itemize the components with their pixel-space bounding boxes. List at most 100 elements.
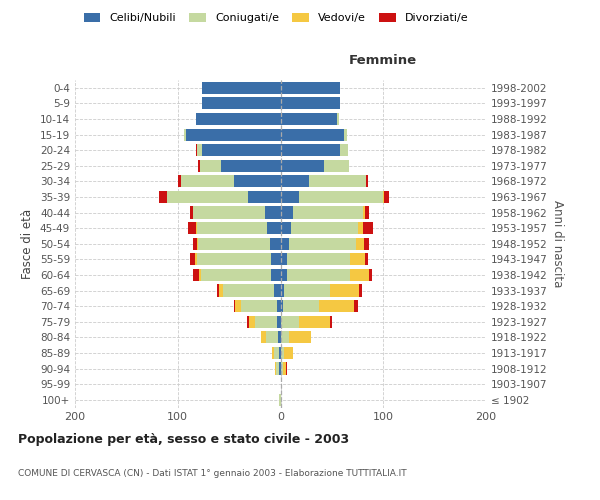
Bar	[196, 222, 197, 234]
Bar	[281, 82, 340, 94]
Bar	[355, 300, 358, 312]
Bar	[186, 128, 281, 140]
Bar	[181, 176, 234, 188]
Bar	[358, 222, 363, 234]
Bar	[197, 238, 199, 250]
Bar	[383, 191, 384, 203]
Bar	[235, 300, 241, 312]
Y-axis label: Fasce di età: Fasce di età	[22, 208, 34, 279]
Bar	[261, 331, 266, 344]
Bar	[219, 284, 223, 296]
Bar	[366, 176, 368, 188]
Bar	[280, 347, 281, 359]
Bar	[280, 394, 281, 406]
Bar	[323, 160, 349, 172]
Bar	[277, 362, 280, 374]
Bar	[281, 362, 283, 374]
Bar	[274, 347, 280, 359]
Bar	[281, 222, 291, 234]
Bar	[363, 206, 365, 218]
Bar	[365, 254, 368, 266]
Bar	[270, 238, 281, 250]
Bar	[281, 113, 337, 125]
Bar	[198, 160, 200, 172]
Bar	[188, 222, 196, 234]
Bar	[234, 176, 281, 188]
Bar	[287, 254, 350, 266]
Bar	[281, 238, 289, 250]
Bar	[281, 331, 289, 344]
Bar	[202, 98, 281, 110]
Bar	[281, 284, 284, 296]
Bar	[234, 300, 235, 312]
Bar	[281, 269, 287, 281]
Bar	[274, 284, 281, 296]
Bar	[265, 206, 281, 218]
Bar	[369, 269, 372, 281]
Bar	[350, 254, 365, 266]
Bar	[281, 191, 299, 203]
Bar	[289, 238, 356, 250]
Bar	[271, 254, 281, 266]
Bar	[277, 300, 281, 312]
Bar	[356, 238, 364, 250]
Bar	[281, 176, 309, 188]
Bar	[202, 144, 281, 156]
Bar	[299, 191, 383, 203]
Bar	[283, 362, 286, 374]
Bar	[309, 176, 366, 188]
Bar	[272, 347, 274, 359]
Bar	[280, 362, 281, 374]
Bar	[293, 206, 363, 218]
Bar	[281, 144, 340, 156]
Bar	[196, 113, 281, 125]
Bar	[248, 316, 255, 328]
Bar	[281, 254, 287, 266]
Bar	[281, 160, 323, 172]
Bar	[199, 269, 202, 281]
Bar	[330, 316, 332, 328]
Bar	[281, 316, 299, 328]
Bar	[202, 269, 271, 281]
Bar	[178, 176, 181, 188]
Bar	[190, 206, 193, 218]
Bar	[299, 316, 330, 328]
Bar	[281, 347, 284, 359]
Bar	[330, 284, 359, 296]
Bar	[193, 206, 265, 218]
Bar	[284, 347, 293, 359]
Bar	[365, 206, 369, 218]
Bar	[340, 144, 349, 156]
Y-axis label: Anni di nascita: Anni di nascita	[551, 200, 564, 288]
Bar	[286, 362, 287, 374]
Bar	[267, 222, 281, 234]
Bar	[337, 113, 339, 125]
Bar	[283, 300, 319, 312]
Bar	[291, 222, 358, 234]
Bar	[193, 238, 197, 250]
Bar	[281, 98, 340, 110]
Bar	[200, 160, 221, 172]
Bar	[202, 82, 281, 94]
Bar	[275, 362, 277, 374]
Bar	[199, 238, 270, 250]
Bar	[190, 254, 195, 266]
Bar	[196, 144, 197, 156]
Bar	[363, 222, 373, 234]
Text: COMUNE DI CERVASCA (CN) - Dati ISTAT 1° gennaio 2003 - Elaborazione TUTTITALIA.I: COMUNE DI CERVASCA (CN) - Dati ISTAT 1° …	[18, 469, 407, 478]
Bar	[197, 144, 202, 156]
Bar	[278, 331, 281, 344]
Bar	[193, 269, 199, 281]
Bar	[167, 191, 248, 203]
Bar	[287, 269, 350, 281]
Bar	[195, 254, 197, 266]
Bar	[284, 284, 330, 296]
Bar	[255, 316, 277, 328]
Bar	[289, 331, 311, 344]
Bar	[217, 284, 219, 296]
Bar	[159, 191, 167, 203]
Bar	[281, 206, 293, 218]
Bar	[384, 191, 389, 203]
Bar	[281, 128, 344, 140]
Bar	[277, 316, 281, 328]
